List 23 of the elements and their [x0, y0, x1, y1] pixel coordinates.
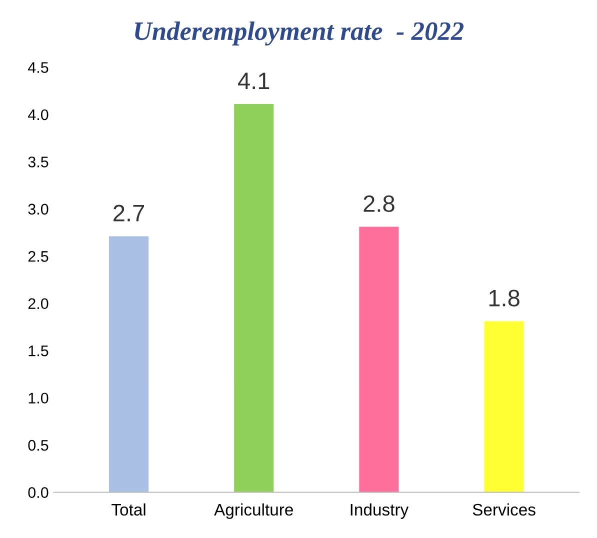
x-tick-label: Services	[472, 503, 536, 516]
data-label: 2.8	[364, 195, 394, 212]
y-tick-label: 0.5	[28, 440, 48, 451]
y-tick-label: 2.0	[28, 298, 48, 310]
y-tick-label: 4.5	[28, 62, 48, 73]
data-label: 1.8	[489, 290, 520, 306]
bar	[234, 104, 274, 492]
y-tick-label: 0.0	[28, 487, 48, 498]
y-tick-label: 1.5	[28, 346, 48, 356]
x-tick-label: Industry	[350, 503, 409, 519]
data-label: 4.1	[238, 72, 270, 90]
data-label: 2.7	[114, 204, 144, 222]
y-tick-label: 3.0	[28, 204, 48, 215]
chart-title: Underemployment rate - 2022	[135, 22, 464, 46]
bar	[484, 321, 524, 492]
bar	[108, 236, 149, 492]
bar	[359, 226, 399, 492]
x-tick-label: Agriculture	[214, 503, 293, 519]
y-tick-label: 4.0	[28, 109, 48, 120]
y-tick-label: 2.5	[28, 251, 48, 262]
x-tick-label: Total	[112, 503, 146, 516]
y-tick-label: 1.0	[28, 392, 48, 404]
y-tick-label: 3.5	[28, 156, 48, 168]
